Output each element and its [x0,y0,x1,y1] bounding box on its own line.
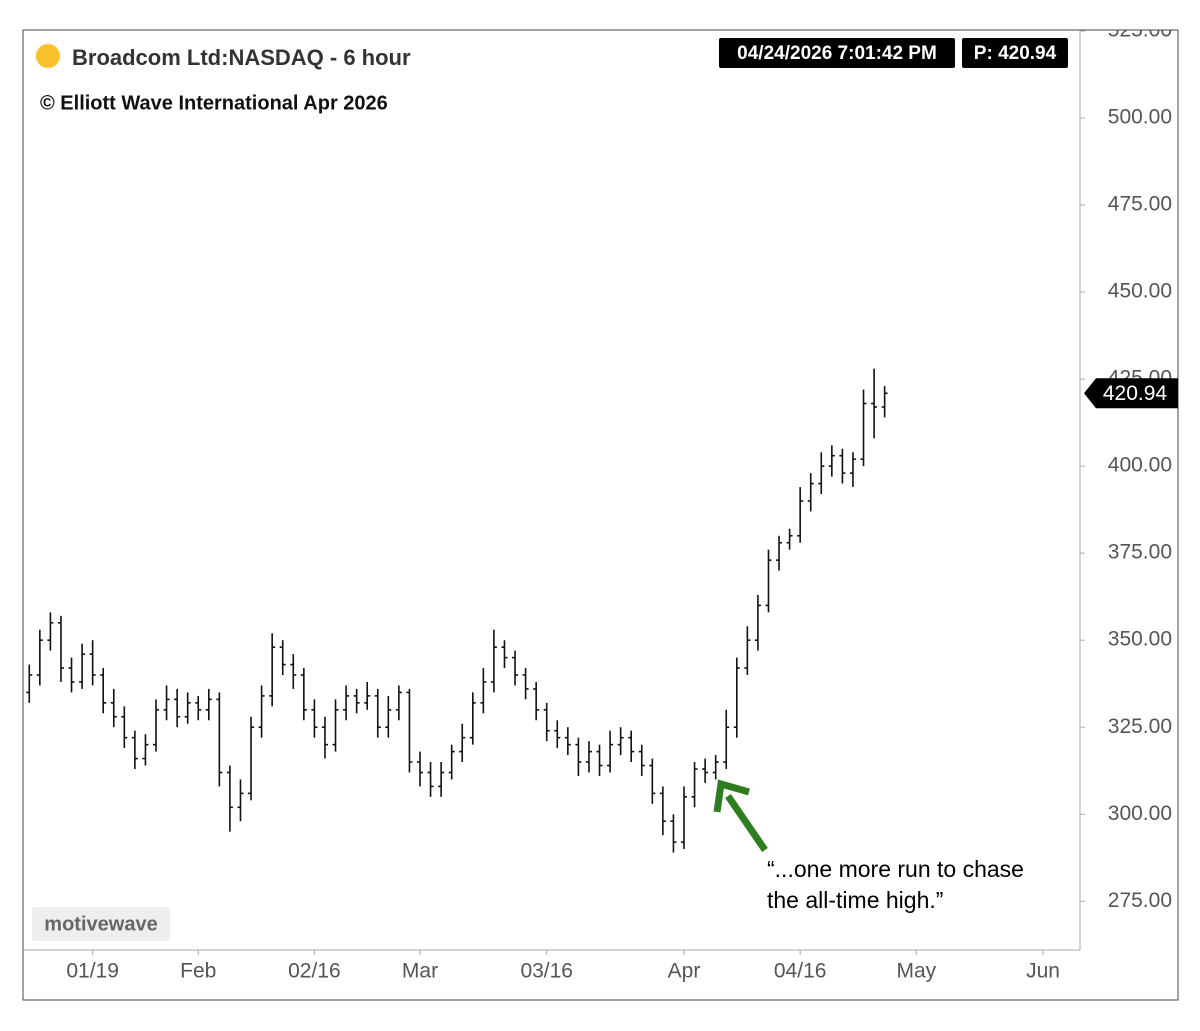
y-tick-label: 350.00 [1108,628,1172,651]
y-tick-label: 400.00 [1108,454,1172,477]
y-tick-label: 525.00 [1108,19,1172,42]
arrow [713,779,768,852]
arrow-shaft [725,794,768,852]
y-tick-label: 450.00 [1108,280,1172,303]
status-dot [36,44,60,68]
x-tick-label: May [896,960,936,983]
subtitle: © Elliott Wave International Apr 2026 [40,92,388,114]
y-tick-label: 275.00 [1108,889,1172,912]
x-axis: 01/19 Feb 02/16 Mar 03/16 Apr 04/16 May Jun [66,950,1060,983]
x-tick-label: Mar [402,960,438,983]
chart-title: Broadcom Ltd:NASDAQ - 6 hour [72,45,411,70]
last-price-tag [1084,378,1178,409]
x-tick-label: Apr [668,960,701,983]
x-tick-label: Feb [180,960,216,983]
price-label: P: 420.94 [974,43,1057,64]
price-box [962,38,1068,68]
x-tick-label: 02/16 [288,960,341,983]
annotation-line: the all-time high.” [767,887,943,913]
x-tick-label: 01/19 [66,960,119,983]
y-tick-label: 300.00 [1108,802,1172,825]
x-tick-label: 04/16 [774,960,827,983]
y-tick-label: 475.00 [1108,193,1172,216]
frame [22,29,1179,1001]
y-tick-label: 325.00 [1108,715,1172,738]
timestamp-box [719,38,955,68]
watermark: motivewave [44,913,157,935]
y-axis: 275.00300.00325.00350.00375.00400.00425.… [1080,19,1178,912]
arrow-head [713,779,750,813]
bars [26,368,888,853]
watermark-box [32,907,170,941]
y-tick-label: 500.00 [1108,106,1172,129]
timestamp: 04/24/2026 7:01:42 PM [737,43,937,64]
y-tick-label: 375.00 [1108,541,1172,564]
annotation-line: “...one more run to chase [767,856,1024,882]
x-tick-label: Jun [1026,960,1060,983]
last-price-label: 420.94 [1103,382,1168,405]
x-tick-label: 03/16 [520,960,573,983]
